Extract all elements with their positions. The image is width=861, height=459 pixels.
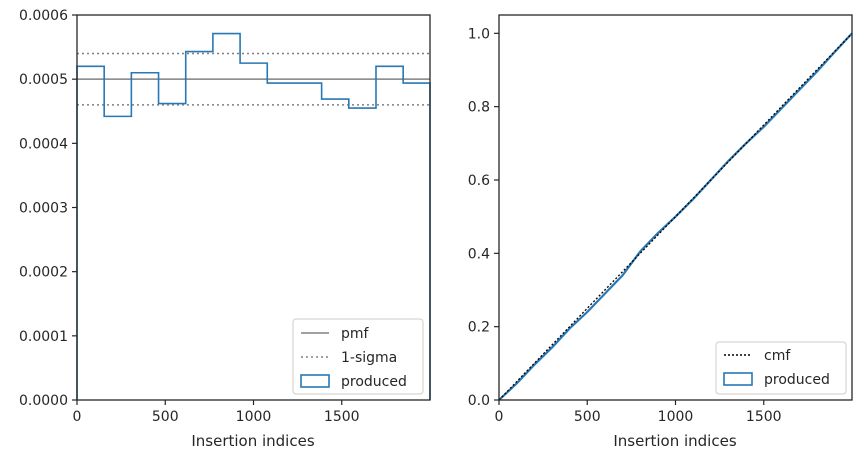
x-tick-label: 0 (495, 409, 504, 425)
y-tick-label: 0.0001 (19, 329, 68, 345)
cmf-panel: 0 500 1000 1500 0.0 0.2 0.4 0.6 0.8 1.0 Insertio… (468, 14, 853, 450)
legend-label: pmf (341, 326, 370, 342)
legend-swatch (723, 372, 753, 386)
x-tick-label: 1000 (236, 409, 272, 425)
x-tick-label: 1500 (324, 409, 360, 425)
y-tick-label: 0.0002 (19, 265, 68, 281)
plot-area (499, 15, 852, 400)
y-tick-label: 0.0004 (19, 136, 68, 152)
x-tick-label: 1500 (746, 409, 782, 425)
y-tick-label: 0.8 (468, 100, 490, 116)
y-tick-label: 0.2 (468, 320, 490, 336)
x-tick-label: 500 (574, 409, 601, 425)
y-tick-label: 0.0006 (19, 8, 68, 24)
x-ticks: 0 500 1000 1500 (495, 400, 782, 425)
y-tick-label: 0.0000 (19, 393, 68, 409)
plot-layer (498, 32, 853, 401)
x-axis-label: Insertion indices (191, 432, 314, 450)
legend-label: 1-sigma (341, 350, 397, 366)
x-tick-label: 500 (152, 409, 179, 425)
legend: cmf produced (715, 341, 847, 395)
y-tick-label: 0.4 (468, 246, 490, 262)
y-ticks: 0.0000 0.0001 0.0002 0.0003 0.0004 0.0005 0.00… (19, 8, 77, 409)
legend-swatch (300, 374, 330, 388)
legend-label: produced (341, 374, 407, 390)
y-tick-label: 1.0 (468, 26, 490, 42)
y-tick-label: 0.0005 (19, 72, 68, 88)
x-ticks: 0 500 1000 1500 (73, 400, 360, 425)
x-tick-label: 1000 (658, 409, 694, 425)
histogram-step (76, 32, 431, 400)
produced-line (498, 32, 853, 401)
histogram-panel: 0 500 1000 1500 0.00000.00010.00020.00030.0… (19, 8, 431, 450)
cmf-line (498, 32, 853, 401)
legend-label: cmf (764, 348, 791, 364)
plot-layer (76, 32, 431, 400)
x-tick-label: 0 (73, 409, 82, 425)
y-tick-label: 0.0 (468, 393, 490, 409)
y-tick-label: 0.0003 (19, 201, 68, 217)
legend: pmf 1-sigma produced (292, 318, 424, 395)
legend-label: produced (764, 372, 830, 388)
x-axis-label: Insertion indices (613, 432, 736, 450)
y-tick-label: 0.6 (468, 173, 490, 189)
y-ticks: 0.0 0.2 0.4 0.6 0.8 1.0 (468, 26, 499, 409)
